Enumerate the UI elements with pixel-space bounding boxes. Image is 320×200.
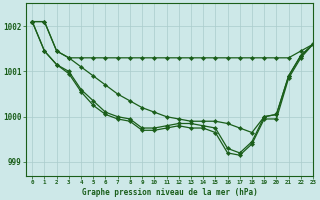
X-axis label: Graphe pression niveau de la mer (hPa): Graphe pression niveau de la mer (hPa) [82, 188, 258, 197]
